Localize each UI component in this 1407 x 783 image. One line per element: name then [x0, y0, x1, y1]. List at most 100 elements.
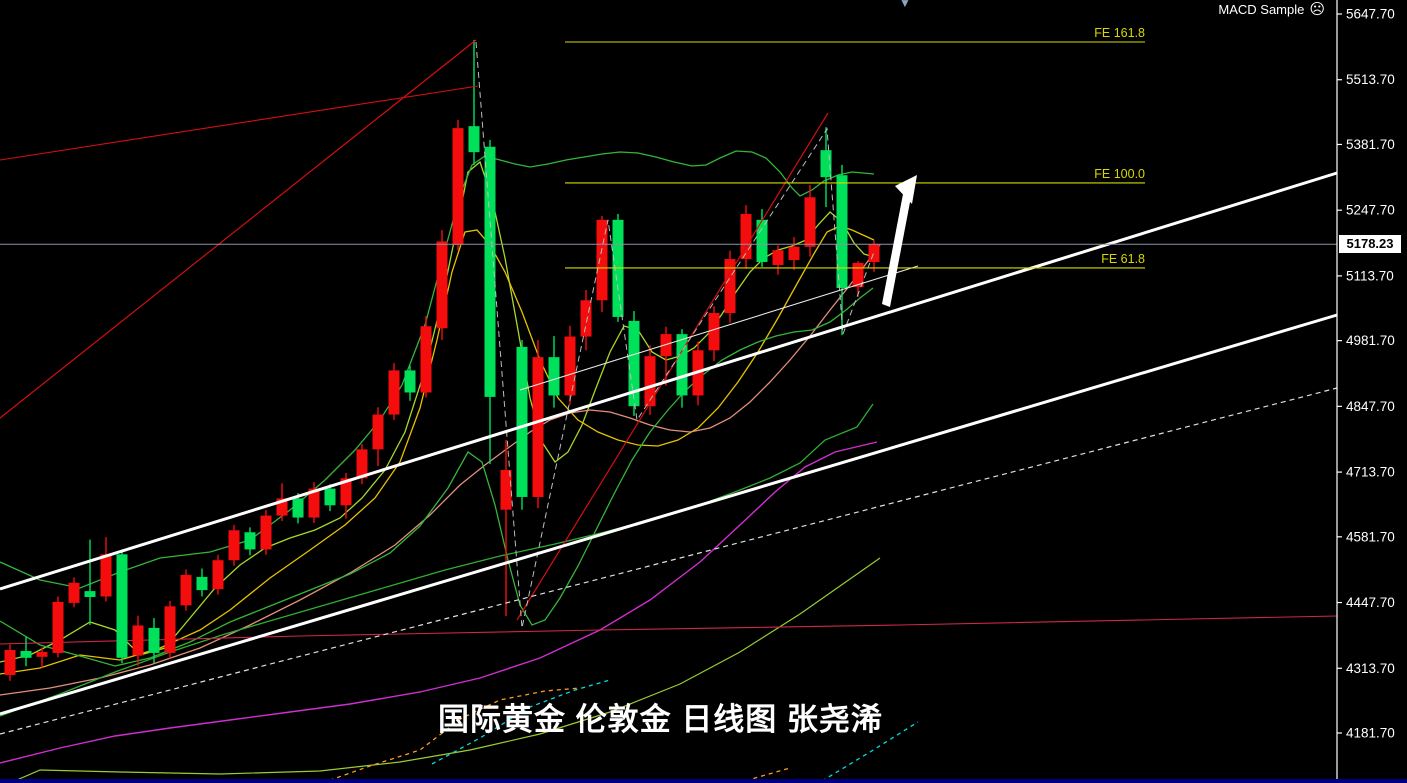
- candle-body: [404, 370, 416, 393]
- chart-watermark-title: 国际黄金 伦敦金 日线图 张尧浠: [438, 702, 883, 737]
- candle-body: [340, 478, 352, 506]
- candle: [852, 261, 864, 297]
- candle: [212, 554, 224, 595]
- candle: [660, 326, 672, 386]
- candle-body: [500, 469, 512, 510]
- ma-cyan-dashed-a: [431, 679, 611, 765]
- candle: [868, 240, 880, 272]
- candle-body: [228, 530, 240, 561]
- trendline-red-upper: [0, 85, 479, 161]
- candle: [20, 636, 32, 667]
- candle: [596, 215, 608, 313]
- ma-cyan-dashed-b: [821, 721, 919, 782]
- candle-body: [852, 263, 864, 288]
- candle: [308, 482, 320, 523]
- candle-body: [788, 246, 800, 261]
- candle-body: [180, 574, 192, 606]
- candle-body: [756, 219, 768, 263]
- candle-body: [564, 336, 576, 396]
- fibonacci-layer[interactable]: FE 161.8 FE 100.0 FE 61.8: [565, 26, 1145, 269]
- candle: [468, 39, 480, 165]
- axis-price-label: 4313.70: [1346, 661, 1395, 676]
- candle-body: [388, 370, 400, 415]
- trendline-white-thin: [519, 265, 919, 391]
- candle-body: [740, 213, 752, 260]
- trendline-red-main: [0, 39, 477, 419]
- candle: [548, 336, 560, 408]
- up-arrow[interactable]: [882, 175, 917, 307]
- candle: [388, 363, 400, 420]
- candle-body: [132, 625, 144, 656]
- candle-body: [868, 244, 880, 263]
- axis-price-label: 5247.70: [1346, 203, 1395, 218]
- candle: [52, 596, 64, 658]
- candle: [100, 537, 112, 602]
- channel-white-dashed: [0, 387, 1338, 735]
- candle-body: [580, 300, 592, 337]
- axis-price-label: 5647.70: [1346, 7, 1395, 22]
- axis-price-label: 4447.70: [1346, 595, 1395, 610]
- axis-price-label: 4181.70: [1346, 726, 1395, 741]
- candle-body: [468, 126, 480, 153]
- candle-body: [36, 651, 48, 657]
- ma-crimson-flat: [0, 615, 1338, 645]
- candle: [756, 209, 768, 267]
- candle-body: [820, 150, 832, 178]
- candle-body: [292, 498, 304, 518]
- candle: [292, 493, 304, 524]
- channel-lower-white: [0, 313, 1338, 716]
- candle-body: [724, 259, 736, 314]
- candle-body: [548, 357, 560, 396]
- candle: [228, 524, 240, 566]
- bottom-status-bar: [0, 779, 1407, 783]
- ma-green-long: [0, 403, 874, 717]
- ma-orange-dashed-a: [321, 687, 581, 783]
- candle: [516, 340, 528, 510]
- axis-price-label: 4581.70: [1346, 529, 1395, 544]
- candle-body: [164, 606, 176, 653]
- ma-lines-layer: [0, 150, 1338, 783]
- candle: [420, 315, 432, 398]
- chart-shift-marker-icon[interactable]: ▼: [899, 0, 911, 10]
- candle: [436, 230, 448, 341]
- candle-body: [276, 498, 288, 516]
- candle: [244, 527, 256, 556]
- candle-body: [4, 649, 16, 675]
- zigzag-gray-dashed: [475, 41, 875, 629]
- candle-body: [484, 146, 496, 397]
- candle: [836, 164, 848, 336]
- channel-upper-white: [0, 171, 1338, 591]
- trend-lines-layer[interactable]: [0, 39, 1338, 735]
- up-arrow-shaft: [882, 194, 911, 307]
- ma-magenta: [0, 441, 878, 764]
- axis-price-label: 5113.70: [1346, 268, 1394, 283]
- candle-body: [324, 488, 336, 506]
- candle: [804, 185, 816, 257]
- candle: [132, 615, 144, 666]
- axis-price-label: 5381.70: [1346, 137, 1395, 152]
- candle-body: [116, 554, 128, 658]
- candle: [628, 311, 640, 417]
- candle: [324, 484, 336, 512]
- candle: [740, 205, 752, 269]
- candle: [116, 549, 128, 664]
- candle: [180, 569, 192, 611]
- candle-body: [772, 250, 784, 265]
- price-axis[interactable]: 5647.70 5513.70 5381.70 5247.70 5113.70 4981.…: [1336, 0, 1395, 783]
- axis-price-label: 4713.70: [1346, 465, 1395, 480]
- candle-body: [260, 515, 272, 550]
- candle: [500, 440, 512, 617]
- sad-face-icon: ☹: [1309, 1, 1325, 18]
- ma-yellow: [0, 225, 875, 675]
- candle: [36, 647, 48, 668]
- candle-body: [372, 414, 384, 450]
- ma-green-lower: [0, 287, 874, 667]
- candle-body: [628, 320, 640, 407]
- candle-body: [52, 601, 64, 653]
- candle: [564, 325, 576, 405]
- candle: [772, 245, 784, 275]
- candle-body: [100, 554, 112, 597]
- axis-price-label: 5513.70: [1346, 72, 1395, 87]
